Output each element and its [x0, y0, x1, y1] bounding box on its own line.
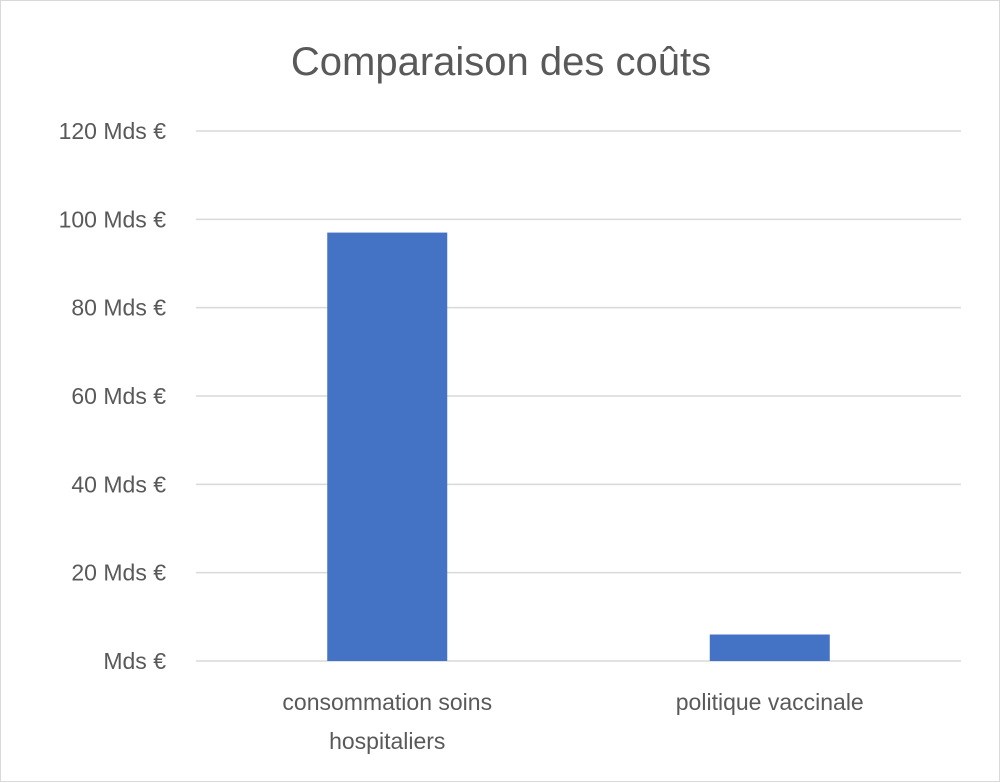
chart-title: Comparaison des coûts — [291, 40, 711, 84]
bars — [327, 232, 830, 662]
x-category-label: consommation soins hospitaliers — [282, 689, 492, 754]
gridlines — [196, 130, 961, 662]
x-category-label-line: hospitaliers — [329, 728, 445, 754]
x-category-label-line: politique vaccinale — [676, 689, 864, 715]
y-tick-label: 60 Mds € — [71, 383, 166, 409]
x-category-label: politique vaccinale — [676, 689, 864, 715]
y-tick-label: 20 Mds € — [71, 560, 166, 586]
x-axis-categories: consommation soins hospitaliers politique … — [282, 689, 863, 754]
bar — [327, 232, 448, 662]
y-tick-label: 40 Mds € — [71, 471, 166, 497]
y-tick-label: 80 Mds € — [71, 295, 166, 321]
y-tick-label: 100 Mds € — [59, 206, 167, 232]
y-tick-label: 120 Mds € — [59, 118, 167, 144]
bar — [709, 634, 830, 661]
y-axis-ticks: Mds € 20 Mds € 40 Mds € 60 Mds € 80 Mds € 100… — [59, 118, 167, 674]
x-category-label-line: consommation soins — [282, 689, 492, 715]
y-tick-label: Mds € — [103, 648, 166, 674]
